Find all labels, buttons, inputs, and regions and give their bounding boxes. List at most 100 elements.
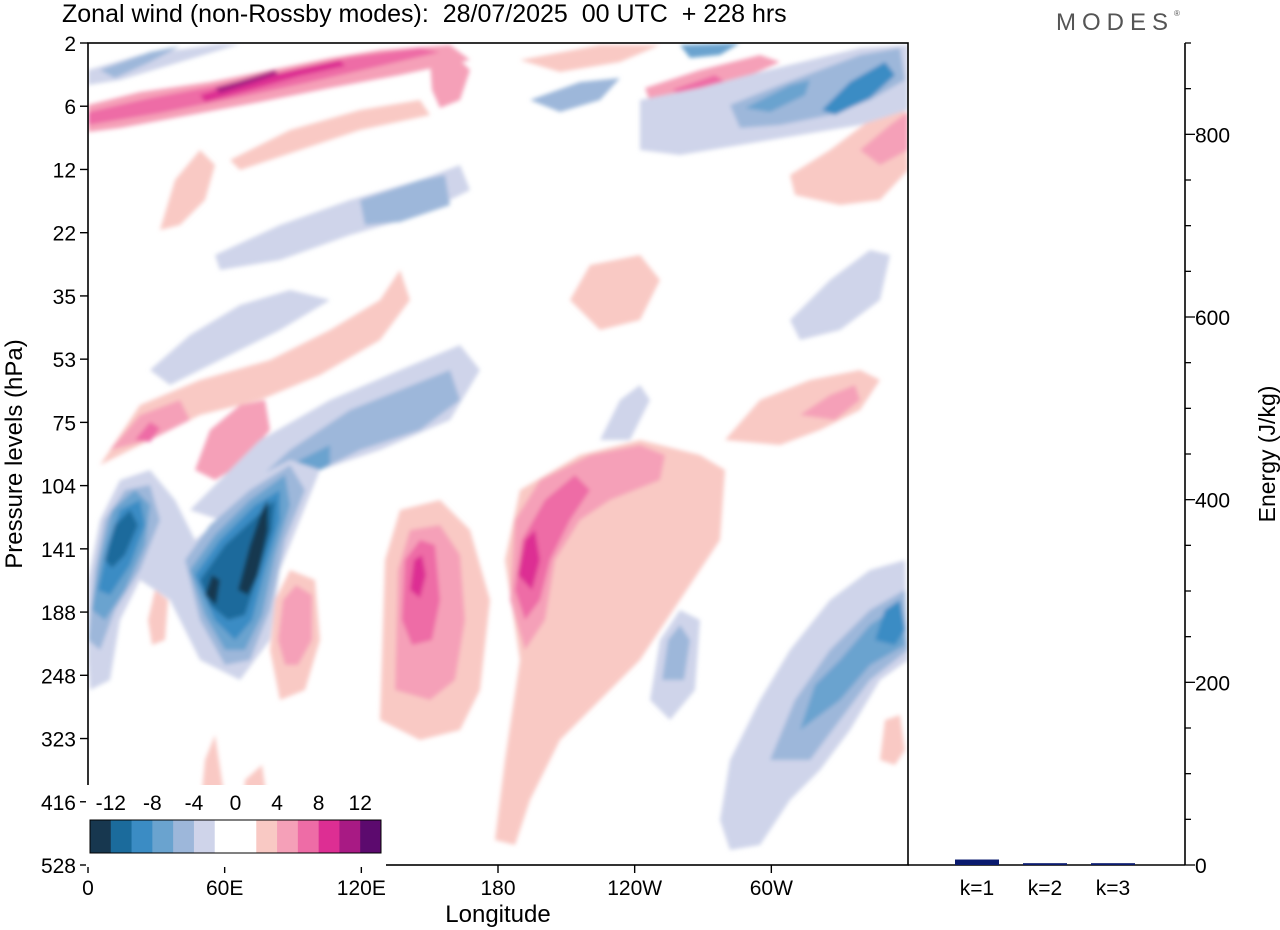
energy-y-ticks: 0 200 400 600 800 [1185, 42, 1230, 878]
contour-strat-neg-2 [100, 46, 180, 78]
x-axis-label: Longitude [445, 901, 550, 928]
energy-y-tick-label: 200 [1195, 672, 1230, 695]
x-axis: 0 60E 120E 180 120W 60W [82, 865, 793, 900]
colorbar-swatch [152, 820, 174, 853]
contour-strat-pos-3 [200, 60, 345, 102]
x-tick-label: 60W [750, 877, 793, 900]
contour-trop-neg-east-4 [875, 600, 905, 645]
energy-category-label: k=1 [960, 877, 994, 900]
contour-strat-pos-5 [430, 55, 470, 108]
energy-bars [955, 859, 1135, 865]
y-axis-label: Pressure levels (hPa) [1, 339, 28, 568]
heatmap-panel [87, 42, 909, 866]
contour-strat-pos-2 [88, 48, 440, 125]
energy-categories: k=1 k=2 k=3 [960, 877, 1130, 900]
colorbar-swatches [90, 820, 382, 853]
colorbar-swatch [90, 820, 112, 853]
y-tick-label: 2 [64, 33, 76, 56]
x-tick-label: 180 [480, 877, 515, 900]
colorbar-swatch [318, 820, 340, 853]
contour-mid-pos-3 [135, 422, 160, 442]
contour-strat-pos-10 [860, 112, 908, 165]
y-tick-label: 188 [41, 602, 76, 625]
y-tick-label: 6 [64, 96, 76, 119]
y-tick-label: 53 [53, 349, 76, 372]
colorbar-swatch [110, 820, 132, 853]
energy-bar [1091, 863, 1135, 865]
contour-trop-neg-a3 [105, 510, 138, 568]
contour-strat-pos-4 [215, 70, 278, 93]
colorbar-swatch [173, 820, 195, 853]
x-tick-label: 120W [607, 877, 662, 900]
contour-strat-pos-6 [520, 45, 660, 72]
energy-category-label: k=3 [1096, 877, 1130, 900]
contour-strat-neg-1 [88, 44, 240, 85]
contour-strat-neg-11 [150, 290, 330, 385]
y-tick-label: 141 [41, 539, 76, 562]
colorbar-label: -8 [143, 792, 162, 815]
contour-strat-neg-7 [530, 78, 620, 112]
colorbar-label: 8 [313, 792, 325, 815]
contour-trop-neg-b6 [205, 575, 220, 605]
contour-strat-pos-9 [790, 105, 908, 205]
y-tick-label: 323 [41, 729, 76, 752]
contour-strat-pos-11 [230, 100, 430, 170]
colorbar-swatch [193, 820, 216, 853]
y-tick-label: 35 [53, 286, 76, 309]
contour-trop-pos-8 [510, 445, 665, 650]
contour-mid-pos-6 [725, 370, 880, 445]
colorbar-swatch [131, 820, 153, 853]
brand-text: MODES [1056, 9, 1175, 36]
y-tick-label: 248 [41, 665, 76, 688]
colorbar-swatch [339, 820, 361, 853]
y-tick-label: 22 [53, 223, 76, 246]
contour-strat-neg-12 [790, 250, 890, 340]
colorbar-label: -12 [96, 792, 126, 815]
colorbar-swatch [297, 820, 320, 853]
x-tick-label: 0 [82, 877, 94, 900]
y-tick-label: 75 [53, 412, 76, 435]
colorbar-label: -4 [185, 792, 204, 815]
y-tick-label: 528 [41, 855, 76, 878]
contour-mid-pos-5 [570, 255, 660, 330]
energy-category-label: k=2 [1028, 877, 1062, 900]
brand-logo: MODES® [1056, 9, 1180, 37]
colorbar-swatch [214, 820, 236, 853]
contour-strat-neg-10 [360, 175, 450, 225]
colorbar-label: 12 [349, 792, 372, 815]
contour-trop-pos-9 [515, 475, 590, 620]
y-axis-left: 2 6 12 22 35 53 75 104 141 188 248 323 416 528 [41, 33, 88, 878]
colorbar-label: 4 [271, 792, 283, 815]
contour-trop-neg-b5 [238, 500, 268, 595]
contour-strat-pos-12 [160, 150, 215, 230]
heatmap-field [88, 43, 908, 865]
energy-bar [955, 859, 999, 865]
y-tick-label: 12 [53, 159, 76, 182]
y-tick-label: 104 [41, 476, 76, 499]
contour-trop-pos-2 [278, 585, 312, 665]
contour-trop-pos-13 [148, 590, 168, 645]
energy-panel: k=1 k=2 k=3 0 200 400 600 800 [908, 42, 1230, 900]
colorbar-swatch [360, 820, 382, 853]
colorbar-swatch [235, 820, 257, 853]
colorbar-swatch [256, 820, 278, 853]
colorbar-label: 0 [230, 792, 242, 815]
energy-bar [1023, 863, 1067, 865]
chart-title: Zonal wind (non-Rossby modes): 28/07/202… [62, 0, 787, 28]
x-tick-label: 120E [337, 877, 386, 900]
contour-strat-neg-5 [745, 80, 810, 112]
colorbar-frame [89, 819, 382, 854]
colorbar-labels: -12 -8 -4 0 4 8 12 [96, 792, 372, 815]
x-tick-label: 60E [206, 877, 243, 900]
energy-y-tick-label: 600 [1195, 307, 1230, 330]
colorbar: -12 -8 -4 0 4 8 12 [86, 785, 386, 867]
energy-y-tick-label: 0 [1195, 855, 1207, 878]
brand-mark: ® [1174, 9, 1180, 18]
contour-trop-neg-east-6 [662, 625, 690, 680]
energy-y-tick-label: 400 [1195, 490, 1230, 513]
contour-strat-neg-8 [680, 43, 740, 58]
contour-mid-neg-4 [600, 385, 650, 440]
contour-strat-neg-6 [822, 62, 895, 115]
colorbar-swatch [277, 820, 299, 853]
